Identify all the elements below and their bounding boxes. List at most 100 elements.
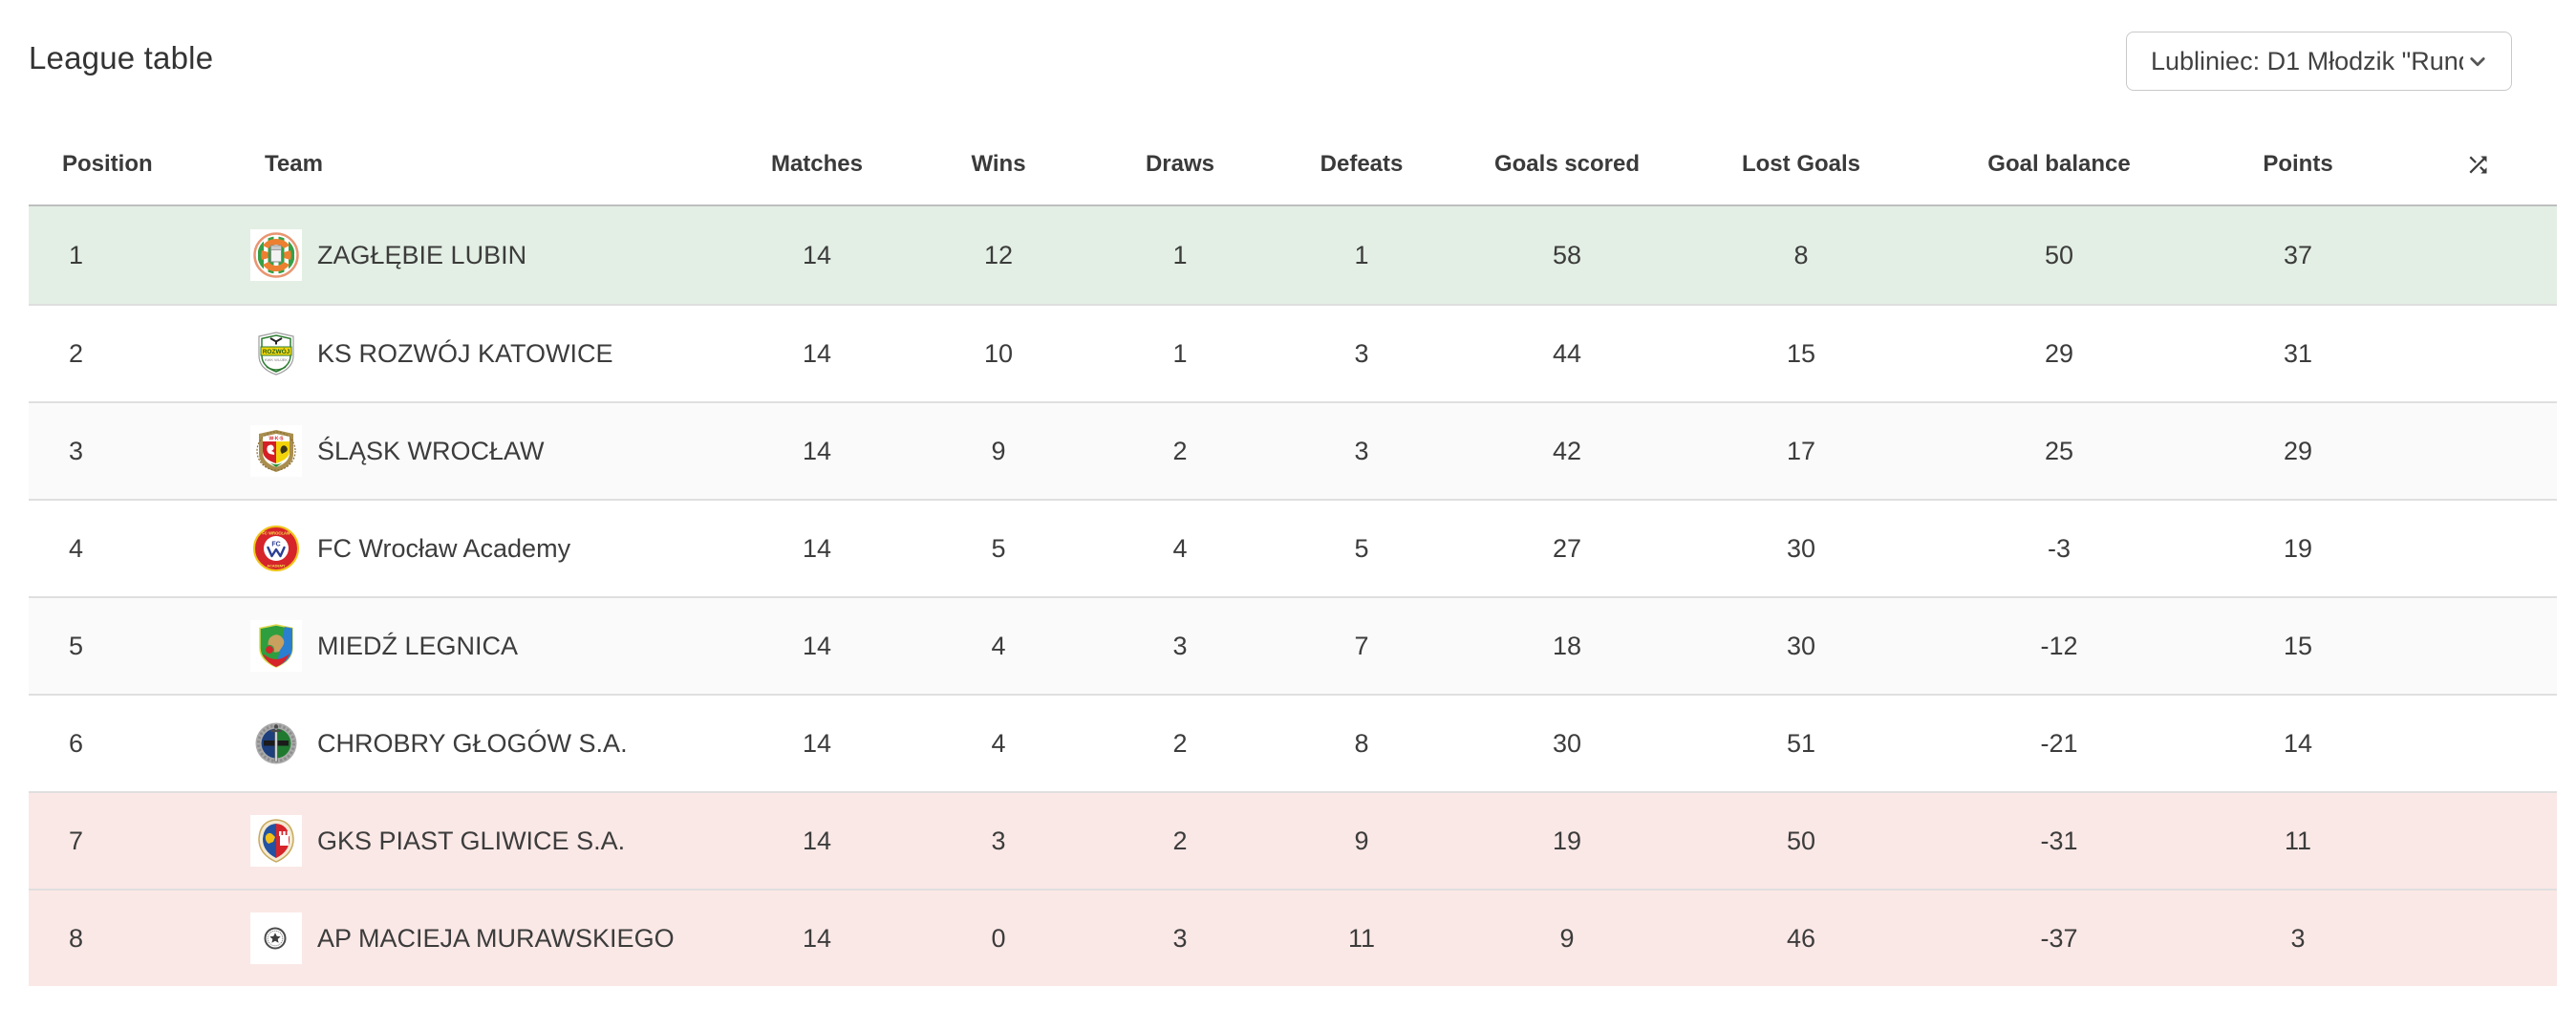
team-cell: W·K·S ŚLĄSK WROCŁAW [220,425,726,477]
goals-scored-cell: 27 [1552,533,1582,563]
defeats-cell: 3 [1354,436,1369,465]
points-cell: 31 [2283,338,2313,368]
wins-cell: 0 [991,923,1006,953]
team-name: CHROBRY GŁOGÓW S.A. [317,728,628,758]
team-cell: CHROBRY GŁOGÓW S.A. [220,718,726,769]
lost-goals-cell: 51 [1786,728,1816,758]
goals-scored-cell: 9 [1559,923,1575,953]
points-cell: 29 [2283,436,2313,465]
defeats-cell: 9 [1354,826,1369,855]
goal-balance-cell: 50 [2044,240,2074,269]
matches-cell: 14 [802,240,832,269]
defeats-cell: 11 [1347,923,1376,953]
goals-scored-cell: 30 [1552,728,1582,758]
goal-balance-cell: -37 [2040,923,2078,953]
zaglebie-lubin-crest-icon [250,229,302,281]
points-cell: 19 [2283,533,2313,563]
svg-text:KWK WUJEK: KWK WUJEK [265,357,289,362]
slask-wroclaw-crest-icon: W·K·S [250,425,302,477]
table-row[interactable]: 6 CHROBRY GŁOGÓW S.A. 14 4 2 8 30 51 -21… [29,694,2557,791]
lost-goals-cell: 46 [1786,923,1816,953]
header-lost-goals: Lost Goals [1741,151,1861,177]
miedz-legnica-crest-icon [250,620,302,672]
fc-wroclaw-academy-crest-icon: FC FC WROCŁAW ACADEMY [250,523,302,574]
lost-goals-cell: 30 [1786,631,1816,660]
team-name: ZAGŁĘBIE LUBIN [317,240,527,269]
goals-scored-cell: 18 [1552,631,1582,660]
draws-cell: 1 [1172,240,1188,269]
wins-cell: 9 [991,436,1006,465]
header-matches: Matches [770,151,864,177]
wins-cell: 4 [991,631,1006,660]
lost-goals-cell: 8 [1793,240,1809,269]
ap-macieja-murawskiego-crest-icon [250,912,302,964]
piast-gliwice-crest-icon [250,815,302,867]
header-goal-balance: Goal balance [1987,151,2131,177]
wins-cell: 5 [991,533,1006,563]
goals-scored-cell: 44 [1552,338,1582,368]
draws-cell: 2 [1172,728,1188,758]
points-cell: 15 [2283,631,2313,660]
table-row[interactable]: 7 GKS PIAST GLIWICE S.A. 14 3 2 9 19 50 … [29,791,2557,889]
page-title: League table [29,40,214,75]
topbar: League table Lubliniec: D1 Młodzik "Rund… [0,0,2576,124]
goal-balance-cell: -31 [2040,826,2078,855]
wins-cell: 3 [991,826,1006,855]
league-selector-value: Lubliniec: D1 Młodzik "Runda I [2151,46,2463,75]
position-cell: 6 [69,728,84,758]
draws-cell: 1 [1172,338,1188,368]
points-cell: 3 [2290,923,2306,953]
table-row[interactable]: 8 AP MACIEJA MURAWSKIEGO 14 0 3 11 9 46 … [29,889,2557,986]
goal-balance-cell: 29 [2044,338,2074,368]
draws-cell: 2 [1172,436,1188,465]
shuffle-icon[interactable] [2398,152,2557,178]
team-cell: ROZWÓJ KWK WUJEK KS ROZWÓJ KATOWICE [220,328,726,379]
team-name: ŚLĄSK WROCŁAW [317,436,545,465]
position-cell: 1 [69,240,84,269]
header-wins: Wins [971,151,1026,177]
table-row[interactable]: 4 FC FC WROCŁAW ACADEMY FC Wrocław Acade… [29,499,2557,596]
table-header-row: Position Team Matches Wins Draws Defeats… [29,124,2557,204]
matches-cell: 14 [802,923,832,953]
draws-cell: 4 [1172,533,1188,563]
goals-scored-cell: 58 [1552,240,1582,269]
team-name: AP MACIEJA MURAWSKIEGO [317,923,675,953]
matches-cell: 14 [802,436,832,465]
header-team: Team [265,151,323,177]
svg-text:FC: FC [271,542,280,548]
table-row[interactable]: 5 MIEDŹ LEGNICA 14 4 3 7 18 30 -12 15 [29,596,2557,694]
lost-goals-cell: 17 [1786,436,1816,465]
matches-cell: 14 [802,533,832,563]
header-points: Points [2263,151,2333,177]
svg-text:W·K·S: W·K·S [269,437,285,442]
team-name: MIEDŹ LEGNICA [317,631,519,660]
table-row[interactable]: 2 ROZWÓJ KWK WUJEK KS ROZWÓJ KATOWICE 1 4… [29,304,2557,401]
chevron-down-icon [2463,47,2492,75]
position-cell: 2 [69,338,84,368]
team-cell: MIEDŹ LEGNICA [220,620,726,672]
points-cell: 14 [2283,728,2313,758]
wins-cell: 10 [983,338,1014,368]
position-cell: 7 [69,826,84,855]
svg-text:FC WROCŁAW: FC WROCŁAW [262,531,290,536]
svg-text:ROZWÓJ: ROZWÓJ [263,347,290,355]
goal-balance-cell: 25 [2044,436,2074,465]
defeats-cell: 8 [1354,728,1369,758]
table-row[interactable]: 3 W·K·S ŚLĄSK WROCŁAW 14 9 2 3 42 17 25 … [29,401,2557,499]
svg-text:ACADEMY: ACADEMY [267,565,286,569]
team-cell: AP MACIEJA MURAWSKIEGO [220,912,726,964]
draws-cell: 3 [1172,923,1188,953]
position-cell: 3 [69,436,84,465]
table-row[interactable]: 1 ZAGŁĘBIE LUBIN 14 12 1 1 58 8 50 37 [29,206,2557,304]
points-cell: 37 [2283,240,2313,269]
header-goals-scored: Goals scored [1493,151,1641,177]
defeats-cell: 7 [1354,631,1369,660]
position-cell: 5 [69,631,84,660]
wins-cell: 4 [991,728,1006,758]
goal-balance-cell: -21 [2040,728,2078,758]
team-cell: FC FC WROCŁAW ACADEMY FC Wrocław Academy [220,523,726,574]
defeats-cell: 5 [1354,533,1369,563]
league-selector-dropdown[interactable]: Lubliniec: D1 Młodzik "Runda I [2126,32,2512,91]
goal-balance-cell: -12 [2040,631,2078,660]
